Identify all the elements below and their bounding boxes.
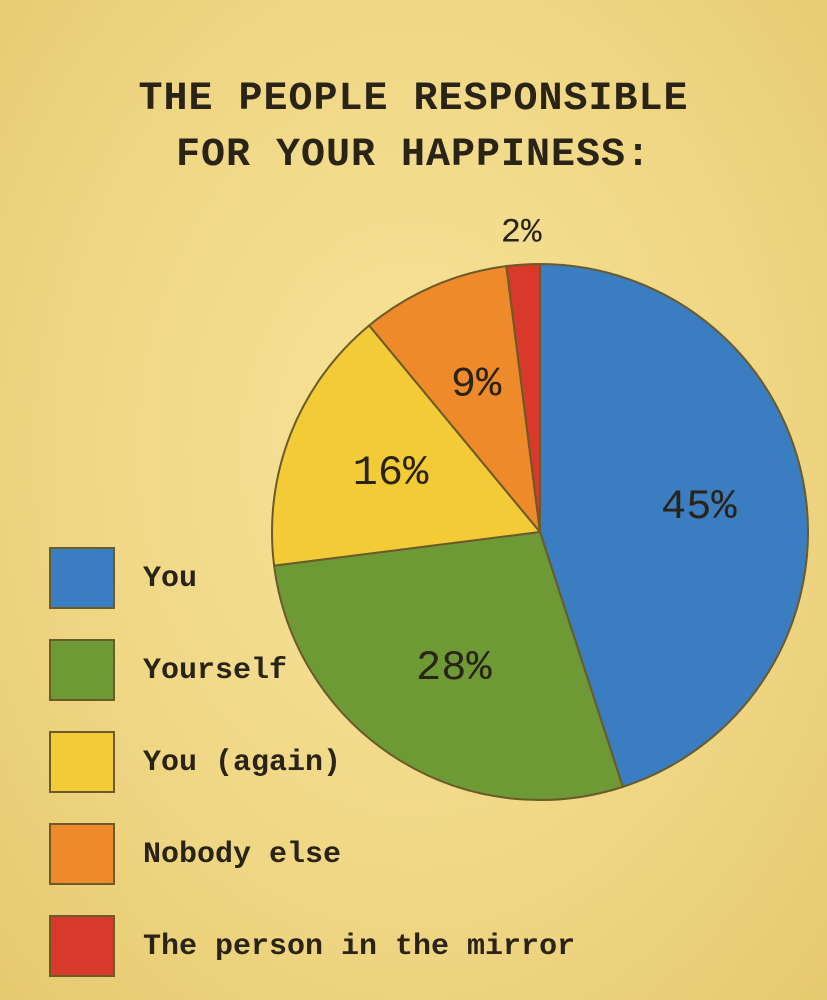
legend-swatch — [49, 639, 115, 701]
pie-slice — [539, 262, 809, 789]
legend-swatch — [49, 915, 115, 977]
value-label: 28% — [416, 644, 492, 692]
value-label: 2% — [501, 215, 542, 253]
value-label: 9% — [451, 361, 502, 409]
pie-slice — [272, 530, 625, 801]
legend-swatch — [49, 547, 115, 609]
legend-label: The person in the mirror — [143, 930, 575, 964]
legend-label: Yourself — [143, 654, 287, 688]
legend-label: You — [143, 562, 197, 596]
chart-title: THE PEOPLE RESPONSIBLE FOR YOUR HAPPINES… — [138, 77, 689, 178]
legend-swatch — [49, 731, 115, 793]
pie-slice — [271, 324, 542, 567]
pie-slice — [367, 264, 542, 536]
legend-label: You (again) — [143, 746, 341, 780]
value-label: 16% — [353, 449, 429, 497]
value-label: 45% — [661, 483, 737, 531]
legend-swatch — [49, 823, 115, 885]
legend-label: Nobody else — [143, 838, 341, 872]
pie-slice — [505, 262, 541, 533]
